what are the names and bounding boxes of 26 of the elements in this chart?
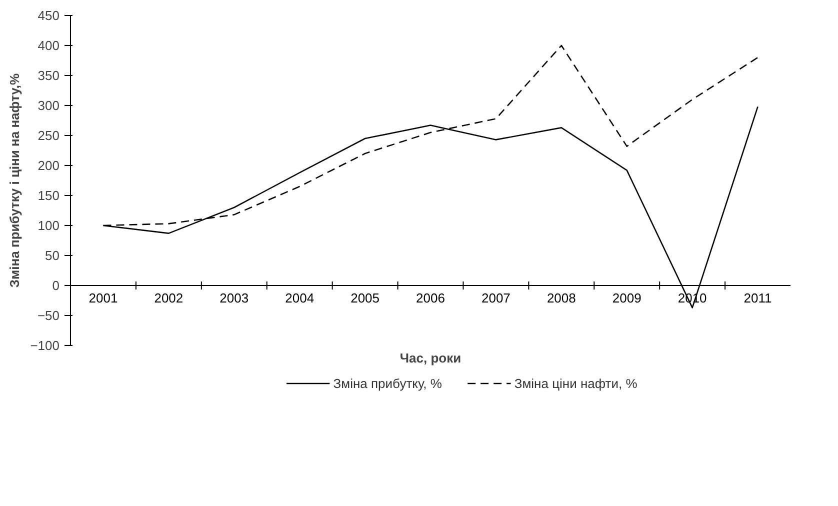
y-tick-label: 100 — [38, 218, 60, 233]
x-tick-label: 2005 — [350, 290, 380, 306]
x-tick-label: 2006 — [416, 290, 445, 306]
x-tick-label: 2002 — [154, 290, 184, 306]
legend-label: Зміна прибутку, % — [333, 376, 442, 391]
y-tick-label: −100 — [30, 338, 60, 353]
x-tick-label: 2009 — [612, 290, 642, 306]
x-tick-label: 2001 — [88, 290, 118, 306]
x-tick-label: 2003 — [220, 290, 249, 306]
y-tick-label: 400 — [38, 38, 60, 53]
y-tick-label: 350 — [38, 68, 60, 83]
y-tick-label: 300 — [38, 98, 60, 113]
y-tick-label: 0 — [52, 278, 60, 293]
y-tick-label: −50 — [37, 308, 60, 323]
y-tick-label: 250 — [38, 128, 60, 143]
y-tick-label: 450 — [38, 8, 60, 23]
y-tick-label: 200 — [38, 158, 60, 173]
y-axis-title: Зміна прибутку і ціни на нафту,% — [7, 72, 22, 288]
x-axis-title: Час, роки — [400, 350, 462, 366]
y-tick-label: 150 — [38, 188, 60, 203]
x-tick-label: 2008 — [546, 290, 576, 306]
x-tick-label: 2011 — [744, 290, 772, 306]
x-tick-label: 2004 — [285, 290, 314, 306]
legend-label: Зміна ціни нафти, % — [514, 376, 638, 391]
x-tick-label: 2007 — [481, 290, 510, 306]
y-tick-label: 50 — [45, 248, 60, 263]
